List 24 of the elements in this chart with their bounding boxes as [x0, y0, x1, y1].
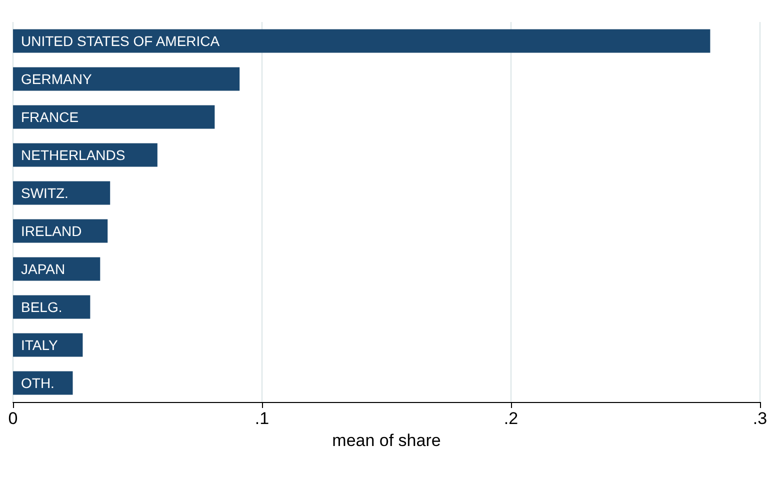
y-tick-label: NETHERLANDS — [21, 147, 126, 163]
y-tick-label: JAPAN — [21, 261, 66, 277]
y-tick-label: UNITED STATES OF AMERICA — [21, 33, 220, 49]
bar — [13, 29, 710, 53]
y-tick-label: FRANCE — [21, 109, 79, 125]
x-tick-label: .2 — [504, 409, 518, 428]
y-tick-label: BELG. — [21, 299, 62, 315]
y-tick-label: ITALY — [21, 337, 58, 353]
bar — [13, 371, 73, 395]
x-tick-label: .1 — [254, 409, 270, 428]
y-tick-label: GERMANY — [21, 71, 92, 87]
y-tick-label: IRELAND — [21, 223, 82, 239]
y-tick-label: SWITZ. — [21, 185, 68, 201]
bar — [13, 67, 240, 91]
bar — [13, 333, 83, 357]
x-axis-title: mean of share — [332, 430, 441, 450]
x-tick-label: 0 — [8, 409, 18, 428]
y-tick-label: OTH. — [21, 375, 54, 391]
x-tick-label: .3 — [752, 409, 768, 428]
bar — [13, 257, 100, 281]
bar — [13, 181, 110, 205]
bar — [13, 295, 90, 319]
bar — [13, 105, 215, 129]
bar — [13, 219, 108, 243]
